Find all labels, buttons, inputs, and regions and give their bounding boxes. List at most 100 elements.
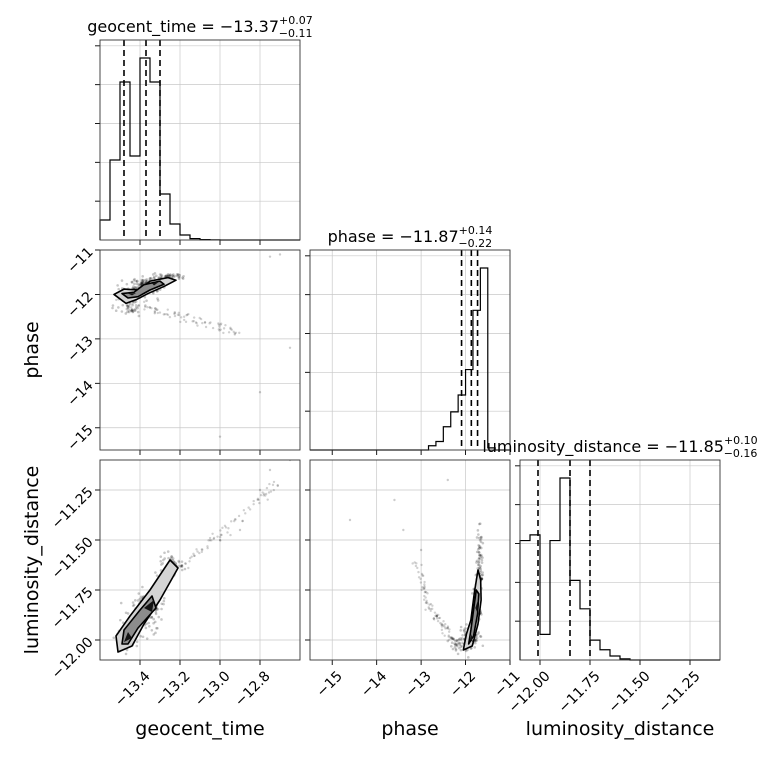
sample-point bbox=[130, 309, 134, 312]
sample-point bbox=[454, 642, 458, 646]
sample-point bbox=[440, 622, 443, 626]
sample-point bbox=[145, 299, 148, 302]
sample-point bbox=[393, 498, 396, 502]
sample-point bbox=[435, 614, 438, 618]
sample-point bbox=[207, 539, 210, 542]
sample-point bbox=[477, 550, 481, 554]
sample-point bbox=[464, 649, 468, 653]
panel-border bbox=[99, 459, 301, 661]
sample-point bbox=[414, 564, 418, 568]
sample-point bbox=[455, 644, 459, 648]
sample-point bbox=[163, 557, 167, 560]
sample-point bbox=[480, 535, 483, 539]
sample-point bbox=[172, 275, 175, 279]
sample-point bbox=[145, 279, 148, 283]
sample-point bbox=[152, 291, 155, 295]
sample-point bbox=[475, 636, 479, 640]
scatter-panel-luminosity-distance-vs-geocent-time: −13.4−13.2−13.0−12.8 −12.00−11.75−11.50−1… bbox=[49, 459, 301, 710]
sample-point bbox=[435, 614, 439, 618]
sample-point bbox=[119, 601, 123, 605]
sample-point bbox=[114, 309, 118, 312]
sample-point bbox=[137, 314, 141, 318]
sample-point bbox=[479, 567, 482, 571]
sample-point bbox=[132, 603, 136, 607]
sample-point bbox=[443, 625, 446, 628]
sample-point bbox=[194, 321, 198, 324]
sample-point bbox=[460, 645, 464, 648]
sample-point bbox=[424, 601, 428, 605]
sample-point bbox=[426, 602, 429, 605]
sample-point bbox=[136, 306, 139, 310]
sample-point bbox=[276, 483, 279, 487]
sample-point bbox=[224, 324, 227, 327]
sample-point bbox=[478, 553, 482, 557]
sample-point bbox=[154, 610, 158, 614]
sample-point bbox=[177, 561, 181, 564]
y-tick-label: −12 bbox=[64, 289, 96, 321]
sample-point bbox=[143, 308, 146, 311]
sample-point bbox=[137, 282, 141, 286]
sample-point bbox=[442, 619, 445, 623]
sample-point bbox=[440, 628, 444, 632]
sample-point bbox=[481, 571, 484, 574]
sample-point bbox=[131, 303, 134, 307]
sample-point bbox=[196, 324, 199, 327]
sample-point bbox=[234, 518, 237, 521]
sample-point bbox=[256, 498, 259, 502]
sample-point bbox=[180, 565, 184, 568]
sample-point bbox=[244, 512, 247, 515]
sample-point bbox=[477, 533, 480, 536]
sample-point bbox=[477, 560, 481, 563]
sample-point bbox=[463, 627, 467, 630]
sample-point bbox=[262, 492, 266, 496]
sample-point bbox=[222, 327, 226, 330]
sample-point bbox=[176, 273, 180, 277]
sample-point bbox=[183, 567, 187, 571]
sample-point bbox=[148, 277, 152, 280]
sample-point bbox=[219, 535, 222, 539]
sample-point bbox=[152, 621, 155, 625]
sample-point bbox=[428, 603, 431, 606]
title-lower-error: −0.11 bbox=[279, 27, 313, 40]
sample-point bbox=[116, 284, 119, 287]
sample-point bbox=[447, 630, 451, 633]
sample-point bbox=[156, 607, 160, 611]
sample-point bbox=[459, 625, 463, 629]
sample-point bbox=[258, 488, 262, 492]
sample-point bbox=[424, 608, 427, 612]
panel-border bbox=[309, 249, 511, 451]
sample-point bbox=[423, 586, 426, 589]
sample-point bbox=[454, 639, 457, 643]
sample-point bbox=[160, 618, 163, 621]
sample-point bbox=[182, 275, 185, 278]
sample-point bbox=[451, 637, 454, 640]
sample-point bbox=[178, 273, 182, 277]
sample-point bbox=[153, 620, 157, 624]
sample-point bbox=[178, 313, 181, 317]
sample-point bbox=[133, 277, 136, 281]
sample-point bbox=[139, 282, 143, 286]
sample-point bbox=[159, 555, 163, 558]
sample-point bbox=[219, 322, 223, 325]
sample-point bbox=[422, 598, 426, 601]
x-tick-label: −15 bbox=[314, 668, 346, 700]
sample-point bbox=[203, 321, 207, 324]
sample-point bbox=[424, 590, 427, 594]
panel-border bbox=[99, 249, 301, 451]
sample-point bbox=[478, 566, 482, 569]
sample-point bbox=[469, 647, 473, 650]
sample-point bbox=[420, 563, 423, 567]
sample-point bbox=[150, 628, 154, 632]
sample-point bbox=[185, 314, 188, 317]
sample-point bbox=[198, 551, 201, 555]
sample-point bbox=[138, 283, 141, 287]
sample-point bbox=[219, 533, 223, 537]
sample-point bbox=[422, 587, 426, 591]
sample-point bbox=[125, 648, 129, 652]
density-core bbox=[470, 634, 473, 642]
sample-point bbox=[479, 569, 483, 573]
sample-point bbox=[180, 563, 184, 567]
sample-point bbox=[475, 550, 479, 554]
sample-point bbox=[460, 637, 464, 640]
sample-point bbox=[451, 637, 455, 641]
